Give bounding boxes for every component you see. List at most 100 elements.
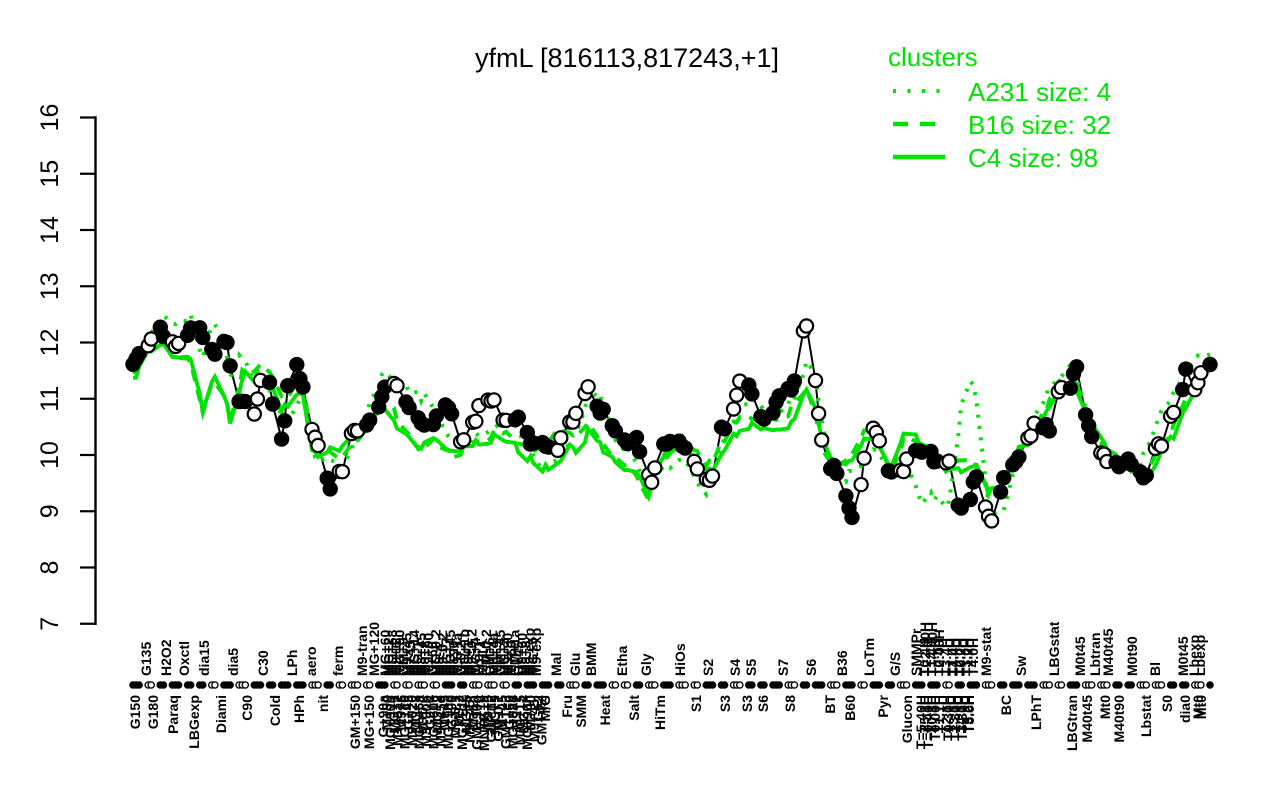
- svg-text:T2.30H: T2.30H: [947, 695, 963, 741]
- svg-text:M9-0.1: M9-0.1: [447, 695, 463, 739]
- svg-text:M9+45d: M9+45d: [433, 695, 449, 747]
- svg-text:M3+90b: M3+90b: [418, 695, 434, 747]
- svg-text:Etha: Etha: [614, 645, 630, 676]
- svg-text:M40t90: M40t90: [1111, 695, 1127, 743]
- svg-text:MG+45: MG+45: [442, 629, 458, 676]
- svg-text:G+14: G+14: [472, 695, 488, 730]
- svg-text:M9+9: M9+9: [489, 640, 505, 676]
- svg-text:Sw: Sw: [1013, 656, 1029, 676]
- svg-text:T1.0H: T1.0H: [944, 638, 960, 676]
- svg-text:MG+8: MG+8: [407, 695, 423, 734]
- svg-text:MG+120: MG+120: [366, 622, 382, 676]
- svg-text:S7: S7: [775, 659, 791, 676]
- svg-text:M9+90: M9+90: [499, 633, 515, 676]
- svg-text:ferm: ferm: [330, 646, 346, 676]
- svg-text:T=5.40H: T=5.40H: [913, 695, 929, 749]
- svg-text:M+0.2: M+0.2: [415, 695, 431, 735]
- svg-text:MG+60: MG+60: [377, 629, 393, 676]
- svg-text:LPh: LPh: [284, 650, 300, 676]
- svg-text:T1.1H: T1.1H: [931, 695, 947, 733]
- svg-text:M9-2: M9-2: [451, 695, 467, 727]
- svg-text:MG+9a4: MG+9a4: [505, 695, 521, 749]
- svg-text:G+2: G+2: [530, 695, 546, 722]
- svg-text:M9+5: M9+5: [393, 695, 409, 731]
- svg-text:Gly: Gly: [638, 653, 654, 676]
- svg-text:M0t45: M0t45: [1072, 636, 1088, 676]
- svg-text:T4.0H: T4.0H: [965, 638, 981, 676]
- svg-text:M9+6: M9+6: [388, 640, 404, 676]
- svg-text:M9+3: M9+3: [479, 695, 495, 731]
- svg-text:M9+8: M9+8: [517, 640, 533, 676]
- svg-text:Lbtran: Lbtran: [1087, 632, 1103, 676]
- svg-text:M+45: M+45: [436, 695, 452, 731]
- svg-text:G+90a: G+90a: [375, 695, 391, 738]
- svg-text:GM+1a: GM+1a: [507, 629, 523, 676]
- svg-text:G+45: G+45: [400, 695, 416, 730]
- svg-text:MG+3: MG+3: [496, 637, 512, 676]
- svg-text:M+45: M+45: [402, 640, 418, 676]
- svg-text:HiTm: HiTm: [652, 695, 668, 730]
- svg-text:MG+1b: MG+1b: [456, 629, 472, 676]
- svg-text:Mt0: Mt0: [1190, 695, 1206, 719]
- svg-text:HPh: HPh: [291, 695, 307, 723]
- svg-text:B16 size: 32: B16 size: 32: [968, 110, 1111, 140]
- svg-text:T4.1H: T4.1H: [953, 695, 969, 733]
- svg-text:C30: C30: [255, 650, 271, 676]
- svg-text:GM+150: GM+150: [347, 695, 363, 749]
- svg-text:M40t45: M40t45: [1100, 628, 1116, 676]
- svg-text:M9+60: M9+60: [514, 633, 530, 676]
- svg-text:BMM: BMM: [583, 643, 599, 676]
- svg-text:16: 16: [36, 104, 64, 132]
- svg-text:M+90: M+90: [379, 695, 395, 731]
- svg-text:Pyr: Pyr: [875, 694, 891, 717]
- svg-text:aero: aero: [303, 646, 319, 676]
- svg-text:MG+45a: MG+45a: [411, 695, 427, 749]
- svg-text:MG-0.2: MG-0.2: [427, 629, 443, 676]
- svg-text:M9+4a: M9+4a: [485, 633, 501, 676]
- svg-text:S3: S3: [739, 695, 755, 712]
- svg-text:T1.2H: T1.2H: [960, 638, 976, 676]
- svg-text:yfmL [816113,817243,+1]: yfmL [816113,817243,+1]: [475, 43, 779, 73]
- svg-text:G150: G150: [127, 695, 143, 729]
- svg-text:T2.1H: T2.1H: [938, 695, 954, 733]
- svg-text:MG+1: MG+1: [386, 695, 402, 734]
- svg-text:T3.4H: T3.4H: [938, 638, 954, 676]
- svg-text:MG+1d2: MG+1d2: [454, 695, 470, 750]
- svg-text:MG+90e: MG+90e: [440, 695, 456, 749]
- svg-text:GM+45: GM+45: [492, 629, 508, 676]
- svg-text:HiOs: HiOs: [672, 643, 688, 676]
- svg-text:dia15: dia15: [196, 640, 212, 676]
- svg-text:M9-0.2: M9-0.2: [435, 632, 451, 676]
- svg-text:T3.1H: T3.1H: [945, 695, 961, 733]
- svg-text:B60: B60: [842, 695, 858, 721]
- svg-text:M3+45: M3+45: [413, 633, 429, 676]
- svg-text:M9-4: M9-4: [431, 644, 447, 676]
- svg-text:C4 size: 98: C4 size: 98: [968, 143, 1098, 173]
- svg-text:Glu: Glu: [567, 653, 583, 676]
- svg-text:MG+4: MG+4: [515, 695, 531, 734]
- svg-text:LPhT: LPhT: [1028, 695, 1044, 730]
- svg-text:M+1a: M+1a: [465, 695, 481, 731]
- svg-text:G9+4: G9+4: [422, 695, 438, 730]
- svg-text:MG+90h: MG+90h: [519, 695, 535, 750]
- svg-text:MG+60c: MG+60c: [425, 695, 441, 749]
- svg-text:Oxctl: Oxctl: [176, 641, 192, 676]
- svg-text:Glucon: Glucon: [899, 695, 915, 743]
- svg-text:S5: S5: [743, 659, 759, 676]
- svg-text:9: 9: [36, 504, 64, 518]
- svg-text:M9+020: M9+020: [404, 695, 420, 746]
- svg-text:G180: G180: [145, 695, 161, 729]
- svg-text:Lbexp: Lbexp: [1186, 635, 1202, 676]
- svg-text:14: 14: [36, 216, 64, 244]
- svg-text:S2: S2: [700, 659, 716, 676]
- svg-text:M9+1a: M9+1a: [449, 633, 465, 676]
- svg-text:GM+90g: GM+90g: [469, 695, 485, 750]
- svg-text:M+45: M+45: [494, 695, 510, 731]
- svg-text:M9+45i: M9+45i: [526, 695, 542, 742]
- svg-text:M9+2: M9+2: [417, 640, 433, 676]
- svg-text:Paraq: Paraq: [165, 695, 181, 734]
- svg-text:MG+4: MG+4: [467, 637, 483, 676]
- svg-text:T0.30H: T0.30H: [940, 695, 956, 741]
- svg-text:LBGtran: LBGtran: [1064, 695, 1080, 751]
- svg-text:M/G: M/G: [537, 695, 553, 722]
